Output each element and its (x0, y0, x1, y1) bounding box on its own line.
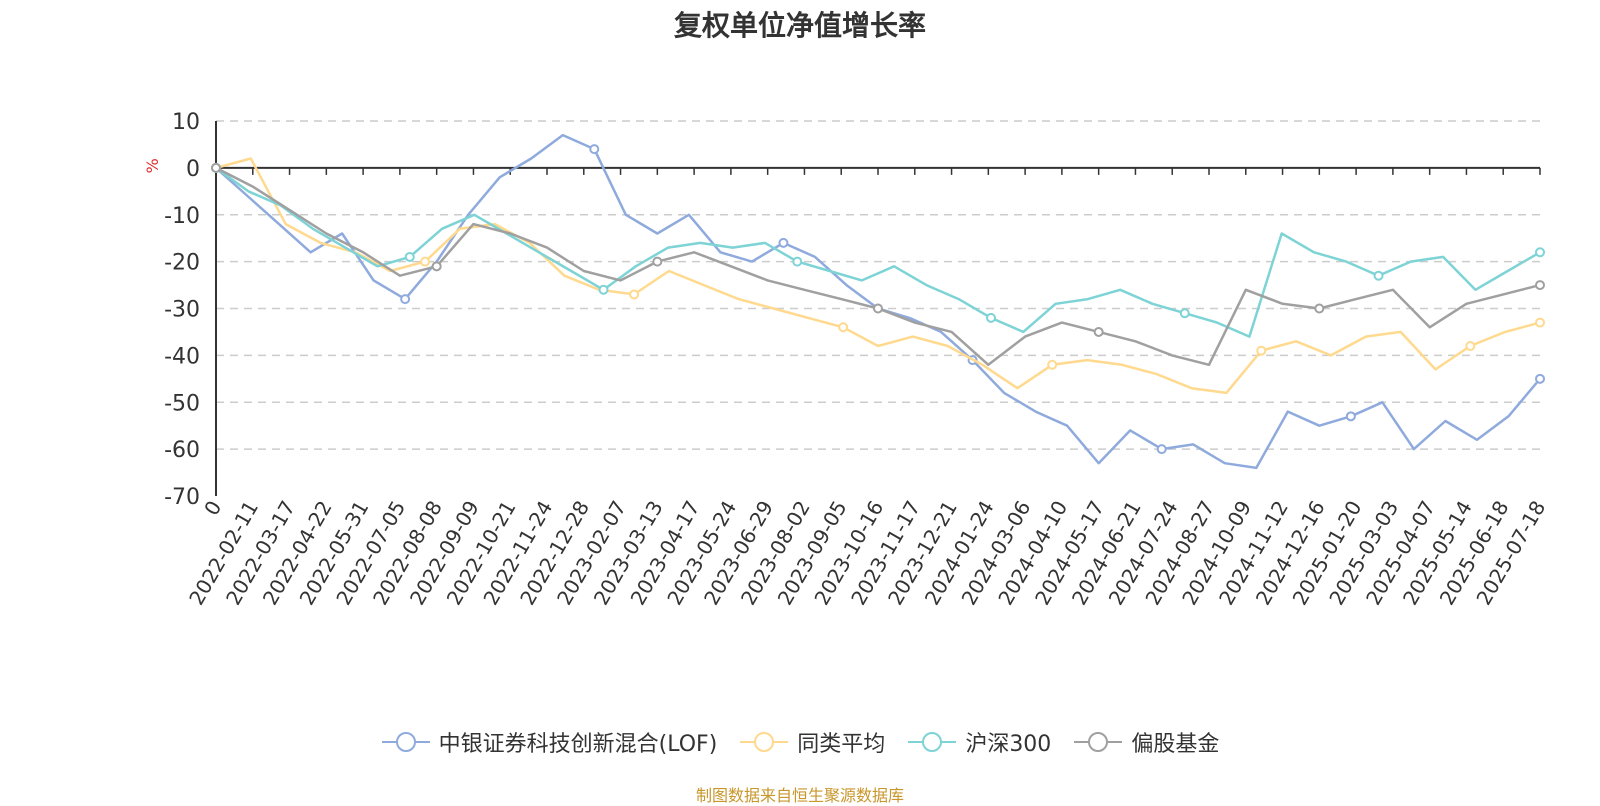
data-point (1256, 345, 1267, 356)
series-lines (211, 133, 1545, 470)
series-line-0 (215, 133, 1541, 470)
data-point (211, 162, 221, 173)
y-tick-label: -10 (164, 204, 200, 229)
y-tick-label: 10 (172, 110, 200, 135)
source-note: 制图数据来自恒生聚源数据库 (695, 786, 904, 805)
data-point (1535, 373, 1545, 384)
legend: 中银证券科技创新混合(LOF) 同类平均 沪深300 偏股基金 (0, 726, 1600, 758)
axis-labels: 100-10-20-30-40-50-60-70%02022-02-112022… (143, 110, 1550, 609)
series-line-1 (215, 157, 1541, 395)
legend-marker-icon (908, 732, 957, 752)
data-point (778, 237, 789, 248)
axes (215, 121, 1541, 496)
y-tick-label: -40 (164, 344, 200, 369)
data-point (1345, 411, 1356, 422)
legend-item-2[interactable]: 沪深300 (907, 726, 1051, 758)
y-tick-label: -50 (164, 391, 200, 416)
y-tick-label: -70 (164, 485, 200, 510)
data-point (1535, 317, 1545, 328)
y-tick-label: -30 (164, 298, 200, 323)
data-point (1314, 303, 1325, 314)
series-line-3 (215, 166, 1541, 367)
legend-marker-icon (740, 732, 789, 752)
legend-item-1[interactable]: 同类平均 (739, 726, 885, 758)
data-point (1535, 247, 1545, 258)
data-point (873, 303, 883, 314)
data-point (404, 251, 415, 262)
y-tick-label: -20 (164, 251, 200, 276)
y-tick-label: 0 (186, 157, 200, 182)
data-point (652, 256, 663, 267)
data-point (1535, 280, 1545, 291)
data-point (792, 256, 803, 267)
data-point (1047, 359, 1058, 370)
x-tick-label: 0 (199, 497, 226, 520)
data-point (420, 256, 431, 267)
data-point (431, 261, 442, 272)
data-point (1179, 308, 1190, 319)
legend-label: 沪深300 (965, 732, 1052, 757)
y-axis-unit-label: % (143, 158, 162, 173)
legend-label: 同类平均 (797, 732, 886, 757)
data-point (1373, 270, 1384, 281)
data-point (986, 312, 997, 323)
y-tick-label: -60 (164, 438, 200, 463)
legend-item-3[interactable]: 偏股基金 (1073, 726, 1219, 758)
data-point (629, 289, 640, 300)
legend-label: 中银证券科技创新混合(LOF) (438, 732, 718, 757)
series-line-2 (215, 166, 1541, 338)
data-point (598, 284, 609, 295)
chart-title: 复权单位净值增长率 (673, 9, 926, 42)
data-point (838, 322, 849, 333)
legend-marker-icon (381, 732, 430, 752)
legend-marker-icon (1074, 732, 1123, 752)
legend-label: 偏股基金 (1131, 732, 1220, 757)
data-point (400, 294, 411, 305)
data-point (1156, 444, 1167, 455)
data-point (1093, 326, 1104, 337)
legend-item-0[interactable]: 中银证券科技创新混合(LOF) (381, 726, 718, 758)
data-point (1465, 341, 1476, 351)
data-point (589, 144, 600, 155)
